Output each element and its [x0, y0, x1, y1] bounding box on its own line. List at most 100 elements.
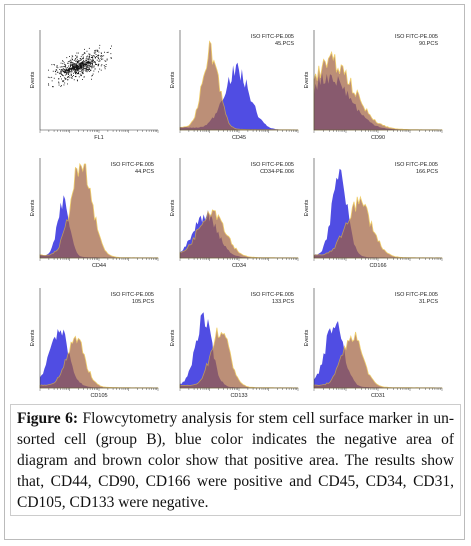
scatter-dot — [67, 62, 69, 64]
scatter-dot — [66, 71, 68, 73]
scatter-dot — [72, 55, 74, 57]
scatter-dot — [57, 67, 59, 69]
scatter-dot — [48, 83, 49, 85]
scatter-dot — [66, 69, 67, 71]
scatter-dot — [100, 55, 101, 57]
scatter-dot — [67, 69, 69, 70]
scatter-dot — [75, 73, 77, 75]
scatter-dot — [72, 62, 74, 64]
scatter-dot — [75, 70, 77, 72]
scatter-dot — [71, 67, 73, 69]
scatter-dot — [104, 60, 106, 62]
scatter-dot — [67, 79, 69, 80]
scatter-dot — [67, 61, 69, 63]
scatter-dot — [91, 55, 93, 56]
x-axis-label: CD31 — [371, 393, 385, 399]
scatter-dot — [98, 51, 100, 53]
scatter-dot — [70, 59, 72, 61]
y-axis-label: Events — [170, 329, 176, 346]
scatter-dot — [87, 65, 89, 67]
scatter-dot — [82, 70, 84, 72]
scatter-dot — [78, 72, 79, 73]
scatter-dot — [83, 76, 85, 78]
scatter-dot — [84, 61, 86, 63]
scatter-dot — [73, 79, 75, 81]
scatter-dot — [86, 59, 88, 61]
y-axis-label: Events — [30, 199, 36, 216]
scatter-dot — [69, 67, 71, 69]
scatter-dot — [98, 47, 100, 49]
scatter-dot — [71, 75, 72, 77]
scatter-dot — [74, 71, 76, 73]
scatter-dot — [58, 81, 60, 83]
y-axis-label: Events — [170, 71, 176, 88]
scatter-dot — [89, 62, 91, 64]
scatter-dot — [88, 59, 90, 61]
scatter-dot — [101, 64, 103, 66]
panel-legend: ISO FITC-PE.005 — [251, 162, 294, 168]
scatter-dot — [77, 60, 79, 62]
y-axis-label: Events — [304, 329, 310, 346]
scatter-dot — [72, 59, 73, 61]
scatter-dot — [70, 65, 71, 67]
scatter-dot — [73, 75, 74, 76]
scatter-dot — [98, 63, 100, 65]
scatter-dot — [56, 65, 58, 67]
caption-text: Flowcytometry analysis for stem cell sur… — [17, 410, 455, 511]
scatter-dot — [74, 63, 75, 65]
scatter-dot — [71, 68, 73, 70]
scatter-dot — [71, 77, 73, 79]
scatter-dot — [110, 53, 112, 55]
scatter-dot — [73, 67, 75, 69]
scatter-dot — [98, 59, 100, 61]
scatter-dot — [79, 68, 81, 70]
scatter-dot — [64, 66, 66, 68]
scatter-dot — [53, 64, 55, 65]
scatter-dot — [60, 70, 62, 72]
scatter-dot — [95, 64, 96, 65]
scatter-dot — [91, 62, 93, 64]
scatter-dot — [69, 61, 71, 63]
scatter-dot — [98, 71, 99, 73]
scatter-dot — [73, 64, 75, 66]
scatter-dot — [67, 67, 68, 69]
panel-legend: 90.PCS — [419, 41, 438, 47]
scatter-dot — [98, 54, 99, 56]
scatter-dot — [94, 55, 95, 57]
scatter-dot — [72, 64, 74, 66]
scatter-dot — [67, 76, 68, 78]
scatter-dot — [105, 66, 107, 67]
scatter-dot — [86, 66, 88, 68]
scatter-dot — [78, 60, 80, 62]
scatter-dot — [72, 63, 74, 65]
scatter-dot — [110, 57, 112, 58]
scatter-dot — [89, 59, 91, 60]
scatter-dot — [59, 66, 61, 68]
scatter-dot — [79, 58, 81, 60]
scatter-dot — [93, 52, 95, 54]
scatter-dot — [57, 71, 59, 73]
scatter-dot — [75, 64, 77, 65]
scatter-dot — [85, 59, 87, 61]
scatter-dot — [63, 70, 65, 72]
scatter-dot — [80, 62, 82, 64]
scatter-dot — [106, 52, 108, 53]
scatter-dot — [77, 80, 78, 82]
scatter-dot — [74, 70, 76, 71]
scatter-dot — [67, 69, 69, 71]
panel-legend: ISO FITC-PE.005 — [111, 292, 154, 298]
scatter-dot — [90, 65, 92, 67]
scatter-dot — [96, 59, 98, 61]
scatter-dot — [76, 79, 78, 81]
scatter-dot — [75, 68, 77, 70]
scatter-dot — [75, 71, 77, 73]
scatter-dot — [69, 77, 71, 79]
scatter-dot — [92, 59, 94, 61]
scatter-dot — [53, 77, 55, 79]
scatter-dot — [95, 54, 97, 55]
scatter-dot — [64, 78, 66, 80]
scatter-dot — [81, 63, 83, 65]
